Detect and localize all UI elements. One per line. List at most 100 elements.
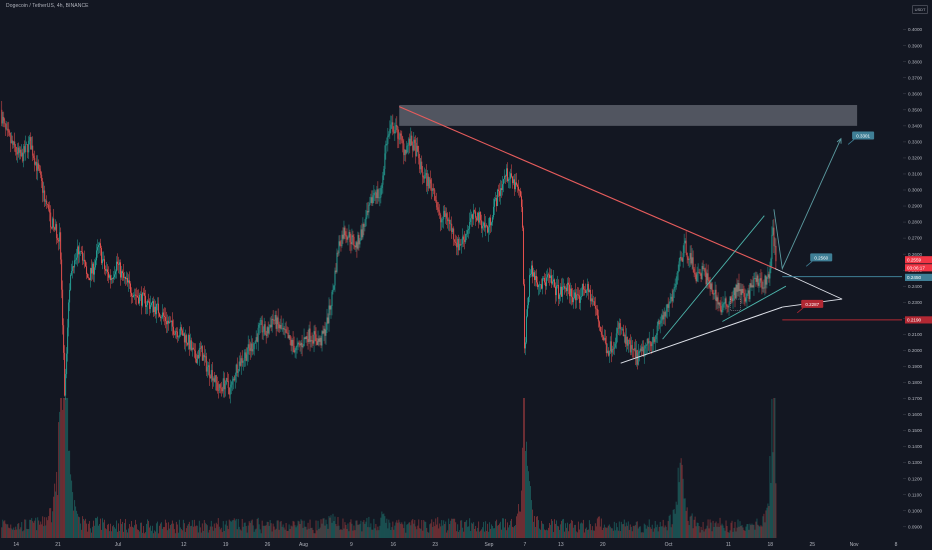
candle-body: [123, 273, 124, 278]
candle-body: [411, 135, 413, 146]
axis-badge-box: [905, 264, 932, 272]
candle-body: [514, 179, 515, 190]
axis-price-badge[interactable]: 03:06:17: [905, 264, 932, 272]
volume-bar: [190, 525, 192, 538]
candle-body: [130, 283, 131, 293]
volume-bar: [497, 525, 499, 538]
volume-bar: [583, 532, 585, 538]
volume-bar: [180, 529, 182, 538]
axis-price-badge[interactable]: 0.2559: [905, 256, 932, 264]
time-axis[interactable]: 14 21 Jul 12 19 26 Aug 9 16 23 Sep 7 13 20 Oct 11 18 25 No…: [13, 542, 897, 548]
candle-body: [44, 190, 46, 202]
volume-bar: [551, 519, 552, 538]
candle-body: [103, 259, 104, 260]
candle-body: [189, 340, 191, 350]
drawing-layer[interactable]: 0.3301 0.2560 0.2287: [398, 105, 902, 364]
volume-bar: [111, 531, 112, 538]
candle-body: [294, 350, 296, 353]
candle-body: [309, 328, 311, 342]
volume-bar: [713, 527, 715, 538]
candle-body: [480, 211, 482, 221]
candle-body: [654, 339, 656, 342]
volume-bar: [553, 531, 554, 538]
volume-bar: [467, 526, 469, 538]
volume-bar: [210, 520, 212, 538]
candle-body: [31, 145, 33, 150]
descending-trendline[interactable]: [398, 106, 776, 270]
x-tick-label: Aug: [299, 542, 308, 548]
candle-body: [183, 333, 185, 343]
rising-channel-line[interactable]: [662, 215, 765, 340]
volume-bar: [731, 520, 733, 538]
rising-trendline[interactable]: [620, 306, 783, 364]
volume-bar: [532, 509, 533, 538]
candle-body: [214, 375, 216, 382]
x-tick-label: 7: [524, 542, 527, 548]
candle-body: [290, 339, 292, 346]
candle-body: [190, 340, 192, 351]
candle-body: [307, 339, 309, 343]
candle-body: [750, 283, 752, 288]
volume-bar: [707, 519, 709, 538]
volume-bar: [112, 526, 113, 538]
volume-bar: [221, 532, 223, 538]
candle-body: [668, 303, 670, 308]
volume-bar: [774, 398, 776, 538]
volume-bar: [693, 519, 695, 538]
candle-body: [97, 247, 99, 251]
resistance-zone[interactable]: [399, 105, 858, 126]
volume-bar: [234, 520, 236, 538]
volume-bar: [259, 529, 261, 538]
candle-body: [534, 272, 535, 281]
volume-bar: [339, 529, 341, 538]
volume-bar: [585, 527, 587, 538]
volume-bar: [220, 527, 222, 538]
candle-body: [13, 141, 15, 145]
volume-bar: [253, 531, 255, 538]
candle-body: [23, 146, 25, 162]
candle-body: [72, 266, 74, 272]
axis-price-badge[interactable]: 0.2450: [905, 273, 932, 282]
axis-price-badge[interactable]: 0.2190: [905, 316, 932, 324]
pattern-box[interactable]: [729, 298, 741, 311]
projected-path[interactable]: [773, 138, 842, 271]
volume-bar: [325, 519, 327, 538]
candle-body: [606, 350, 608, 354]
volume-bar: [488, 531, 490, 538]
candle-body: [105, 269, 106, 271]
candle-body: [299, 343, 301, 346]
candle-body: [1, 109, 3, 124]
volume-bar: [395, 522, 397, 538]
volume-bar: [429, 524, 431, 538]
triangle-edge[interactable]: [774, 268, 843, 300]
price-label[interactable]: 0.3301: [847, 131, 875, 145]
volume-bar: [620, 521, 622, 538]
price-axis[interactable]: 0.40000.39000.38000.37000.36000.35000.34…: [903, 27, 932, 529]
volume-bar: [587, 529, 589, 538]
volume-bar: [334, 516, 336, 538]
currency-label[interactable]: USDT: [912, 5, 928, 14]
rising-channel-line[interactable]: [722, 285, 787, 322]
candle-body: [551, 275, 552, 284]
volume-bar: [610, 528, 612, 538]
volume-bar: [105, 528, 106, 538]
candle-body: [682, 253, 684, 262]
candle-body: [568, 284, 570, 297]
volume-bar: [559, 524, 561, 538]
candle-body: [407, 144, 409, 146]
volume-bar: [281, 526, 283, 538]
candle-body: [351, 235, 353, 245]
candle-body: [94, 267, 96, 275]
candle-body: [252, 349, 254, 352]
candle-body: [540, 284, 541, 285]
candle-body: [523, 227, 524, 285]
price-label[interactable]: 0.2287: [796, 299, 824, 314]
volume-bar: [78, 516, 80, 538]
price-label[interactable]: 0.2560: [805, 253, 833, 267]
candle-body: [577, 294, 579, 296]
volume-bar: [550, 524, 551, 538]
volume-bar: [753, 524, 755, 538]
volume-bar: [601, 529, 603, 538]
volume-bar: [485, 521, 487, 538]
